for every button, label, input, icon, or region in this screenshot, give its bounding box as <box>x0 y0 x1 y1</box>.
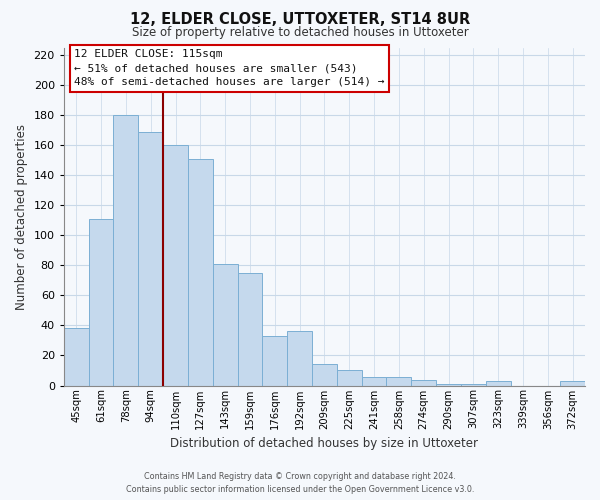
Bar <box>238 273 262 386</box>
Bar <box>486 381 511 386</box>
Y-axis label: Number of detached properties: Number of detached properties <box>15 124 28 310</box>
Text: Size of property relative to detached houses in Uttoxeter: Size of property relative to detached ho… <box>131 26 469 39</box>
Bar <box>362 376 386 386</box>
Text: 12, ELDER CLOSE, UTTOXETER, ST14 8UR: 12, ELDER CLOSE, UTTOXETER, ST14 8UR <box>130 12 470 28</box>
Bar <box>89 219 113 386</box>
Bar <box>113 115 138 386</box>
Bar <box>213 264 238 386</box>
Bar <box>312 364 337 386</box>
Bar <box>461 384 486 386</box>
X-axis label: Distribution of detached houses by size in Uttoxeter: Distribution of detached houses by size … <box>170 437 478 450</box>
Bar <box>188 158 213 386</box>
Bar <box>262 336 287 386</box>
Bar <box>386 376 411 386</box>
Text: 12 ELDER CLOSE: 115sqm
← 51% of detached houses are smaller (543)
48% of semi-de: 12 ELDER CLOSE: 115sqm ← 51% of detached… <box>74 49 385 87</box>
Bar <box>287 332 312 386</box>
Bar <box>337 370 362 386</box>
Text: Contains HM Land Registry data © Crown copyright and database right 2024.
Contai: Contains HM Land Registry data © Crown c… <box>126 472 474 494</box>
Bar <box>411 380 436 386</box>
Bar <box>436 384 461 386</box>
Bar <box>560 381 585 386</box>
Bar <box>64 328 89 386</box>
Bar <box>138 132 163 386</box>
Bar <box>163 145 188 386</box>
